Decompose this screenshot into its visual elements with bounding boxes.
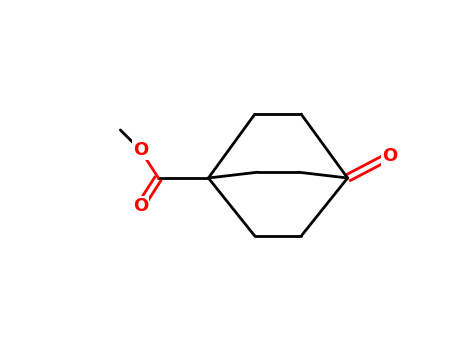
Text: O: O <box>133 197 148 215</box>
Text: O: O <box>133 141 148 159</box>
Text: O: O <box>382 147 397 165</box>
